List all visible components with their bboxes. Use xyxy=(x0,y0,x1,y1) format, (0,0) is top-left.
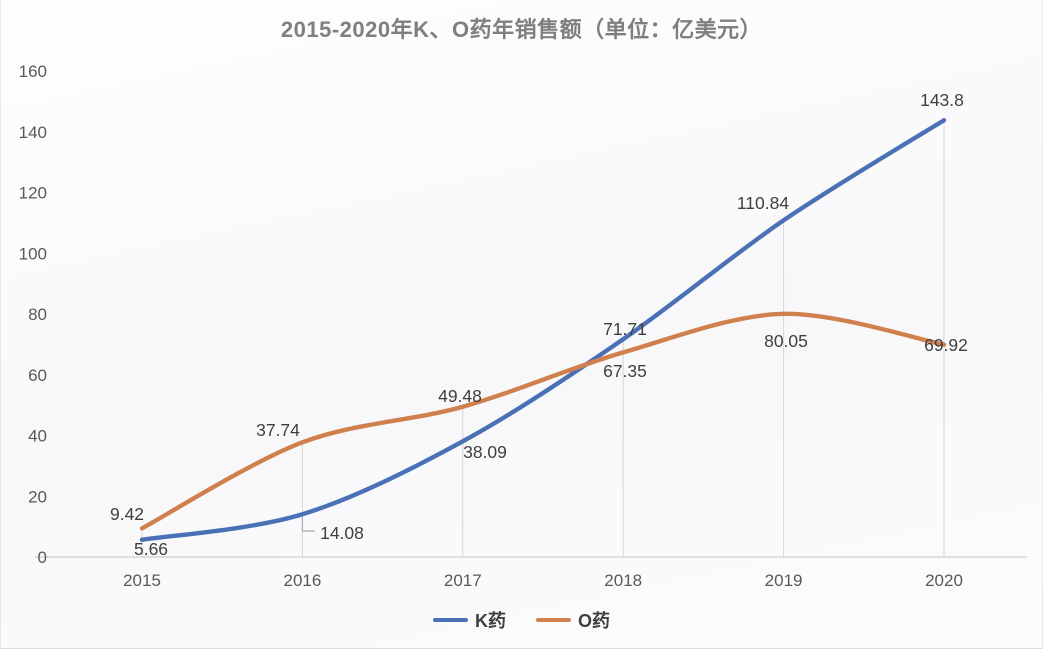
x-tick-2016: 2016 xyxy=(283,571,321,590)
data-label-O药-2020: 69.92 xyxy=(924,335,968,355)
y-tick-40: 40 xyxy=(28,427,47,446)
data-label-O药-2016: 37.74 xyxy=(256,420,300,440)
data-label-K药-2016: 14.08 xyxy=(320,523,364,543)
x-tick-2019: 2019 xyxy=(765,571,803,590)
data-label-O药-2018: 67.35 xyxy=(603,361,647,381)
label-leader-line xyxy=(301,517,315,532)
data-label-K药-2018: 71.71 xyxy=(603,319,647,339)
legend-line-o-icon xyxy=(535,618,571,622)
series-line-K药 xyxy=(139,118,947,543)
y-tick-80: 80 xyxy=(28,305,47,324)
data-label-O药-2015: 9.42 xyxy=(110,504,144,524)
y-tick-140: 140 xyxy=(19,123,47,142)
legend-label-k: K药 xyxy=(474,611,506,631)
data-label-K药-2019: 110.84 xyxy=(737,193,789,213)
y-tick-160: 160 xyxy=(19,62,47,81)
x-tick-2020: 2020 xyxy=(925,571,963,590)
y-tick-0: 0 xyxy=(38,548,47,567)
legend-line-k-icon xyxy=(432,618,468,622)
legend-item-k: K药 xyxy=(432,607,506,633)
y-tick-20: 20 xyxy=(28,487,47,506)
data-label-K药-2015: 5.66 xyxy=(134,539,168,559)
x-tick-2015: 2015 xyxy=(123,571,161,590)
chart-title: 2015-2020年K、O药年销售额（单位：亿美元） xyxy=(280,17,763,42)
series-line-O药 xyxy=(139,311,947,531)
legend-item-o: O药 xyxy=(535,607,610,633)
chart-legend: K药 O药 xyxy=(1,607,1042,633)
x-tick-2017: 2017 xyxy=(444,571,482,590)
data-label-O药-2017: 49.48 xyxy=(438,386,482,406)
data-label-O药-2019: 80.05 xyxy=(764,331,808,351)
y-tick-100: 100 xyxy=(19,244,47,263)
legend-label-o: O药 xyxy=(577,611,610,631)
data-label-K药-2020: 143.8 xyxy=(920,90,964,110)
y-tick-120: 120 xyxy=(19,184,47,203)
y-tick-60: 60 xyxy=(28,366,47,385)
data-label-K药-2017: 38.09 xyxy=(463,442,507,462)
x-tick-2018: 2018 xyxy=(604,571,642,590)
